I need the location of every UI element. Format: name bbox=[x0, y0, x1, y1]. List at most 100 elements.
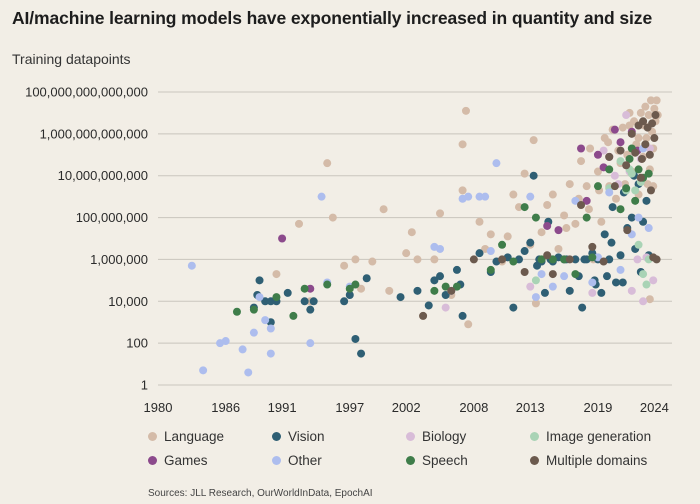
legend-label-other: Other bbox=[288, 452, 322, 468]
data-point-other bbox=[436, 244, 445, 253]
legend-swatch-games bbox=[148, 455, 157, 465]
data-point-language bbox=[593, 167, 602, 176]
data-point-speech bbox=[441, 282, 450, 291]
data-point-other bbox=[306, 339, 315, 348]
data-point-language bbox=[402, 249, 411, 258]
legend-label-games: Games bbox=[164, 452, 208, 468]
legend-item-multiple-domains: Multiple domains bbox=[530, 451, 688, 469]
data-point-vision bbox=[396, 293, 405, 302]
x-tick-label: 2019 bbox=[583, 400, 612, 415]
data-point-language bbox=[571, 219, 580, 228]
data-point-other bbox=[249, 328, 258, 337]
data-point-language bbox=[625, 121, 634, 130]
legend-item-games: Games bbox=[148, 451, 272, 469]
data-point-multiple-domains bbox=[588, 242, 597, 251]
data-point-language bbox=[636, 108, 645, 117]
data-point-vision bbox=[627, 213, 636, 222]
data-point-vision bbox=[266, 297, 275, 306]
data-point-language bbox=[520, 169, 529, 178]
y-tick-label: 100,000,000,000,000 bbox=[25, 85, 148, 100]
x-tick-label: 1986 bbox=[211, 400, 240, 415]
data-point-biology bbox=[599, 146, 608, 155]
data-point-language bbox=[548, 190, 557, 199]
data-point-image-generation bbox=[639, 270, 648, 279]
data-point-vision bbox=[607, 238, 616, 247]
data-point-other bbox=[481, 192, 490, 201]
data-point-multiple-domains bbox=[641, 140, 650, 149]
data-point-other bbox=[317, 192, 326, 201]
data-point-language bbox=[323, 159, 332, 168]
data-point-vision bbox=[283, 288, 292, 297]
data-point-speech bbox=[531, 213, 540, 222]
data-point-language bbox=[618, 123, 627, 132]
data-point-multiple-domains bbox=[577, 201, 586, 210]
data-point-language bbox=[379, 205, 388, 214]
data-point-language bbox=[351, 255, 360, 264]
data-point-other bbox=[464, 192, 473, 201]
legend-item-vision: Vision bbox=[272, 427, 406, 445]
data-point-image-generation bbox=[531, 276, 540, 285]
legend-label-speech: Speech bbox=[422, 452, 468, 468]
data-point-vision bbox=[351, 334, 360, 343]
data-point-language bbox=[652, 96, 661, 105]
data-point-other bbox=[605, 188, 614, 197]
data-point-speech bbox=[232, 307, 241, 316]
data-point-vision bbox=[526, 238, 535, 247]
data-point-vision bbox=[578, 303, 587, 312]
data-point-speech bbox=[548, 255, 557, 264]
data-point-language bbox=[514, 203, 523, 212]
y-tick-label: 1,000,000 bbox=[90, 252, 148, 267]
data-point-vision bbox=[452, 265, 461, 274]
data-point-speech bbox=[452, 282, 461, 291]
data-point-image-generation bbox=[634, 240, 643, 249]
data-point-language bbox=[458, 186, 467, 195]
data-point-language bbox=[641, 102, 650, 111]
data-point-language bbox=[644, 111, 653, 120]
legend-label-image-generation: Image generation bbox=[546, 428, 652, 444]
data-point-vision bbox=[345, 291, 354, 300]
legend-swatch-vision bbox=[272, 431, 281, 441]
data-point-speech bbox=[272, 293, 281, 302]
data-point-language bbox=[560, 211, 569, 220]
data-point-multiple-domains bbox=[631, 148, 640, 157]
data-point-other bbox=[571, 196, 580, 205]
legend-swatch-other bbox=[272, 455, 281, 465]
data-point-speech bbox=[509, 257, 518, 266]
data-point-games bbox=[616, 138, 625, 147]
data-point-vision bbox=[306, 305, 315, 314]
data-point-biology bbox=[588, 288, 597, 297]
data-point-language bbox=[597, 217, 606, 226]
data-point-language bbox=[612, 194, 621, 203]
data-point-speech bbox=[625, 154, 634, 163]
data-point-biology bbox=[633, 255, 642, 264]
data-point-games bbox=[610, 125, 619, 134]
legend-label-biology: Biology bbox=[422, 428, 467, 444]
data-point-vision bbox=[565, 286, 574, 295]
data-point-language bbox=[650, 104, 659, 113]
data-point-language bbox=[577, 157, 586, 166]
data-point-vision bbox=[529, 171, 538, 180]
data-point-language bbox=[436, 209, 445, 218]
data-point-multiple-domains bbox=[649, 253, 658, 262]
data-point-vision bbox=[475, 249, 484, 258]
data-point-multiple-domains bbox=[627, 129, 636, 138]
data-point-other bbox=[244, 368, 253, 377]
data-point-multiple-domains bbox=[650, 134, 659, 143]
data-point-speech bbox=[498, 240, 507, 249]
data-point-biology bbox=[441, 303, 450, 312]
data-point-speech bbox=[605, 165, 614, 174]
data-point-speech bbox=[323, 280, 332, 289]
data-point-biology bbox=[639, 297, 648, 306]
data-point-other bbox=[255, 293, 264, 302]
legend-label-language: Language bbox=[164, 428, 225, 444]
data-point-vision bbox=[580, 255, 589, 264]
data-point-vision bbox=[309, 297, 318, 306]
data-point-other bbox=[486, 247, 495, 256]
data-point-vision bbox=[357, 349, 366, 358]
data-point-language bbox=[537, 228, 546, 237]
data-point-language bbox=[529, 136, 538, 145]
x-tick-label: 1991 bbox=[268, 400, 297, 415]
y-tick-label: 100,000,000 bbox=[76, 210, 148, 225]
data-point-language bbox=[503, 232, 512, 241]
data-point-language bbox=[531, 299, 540, 308]
